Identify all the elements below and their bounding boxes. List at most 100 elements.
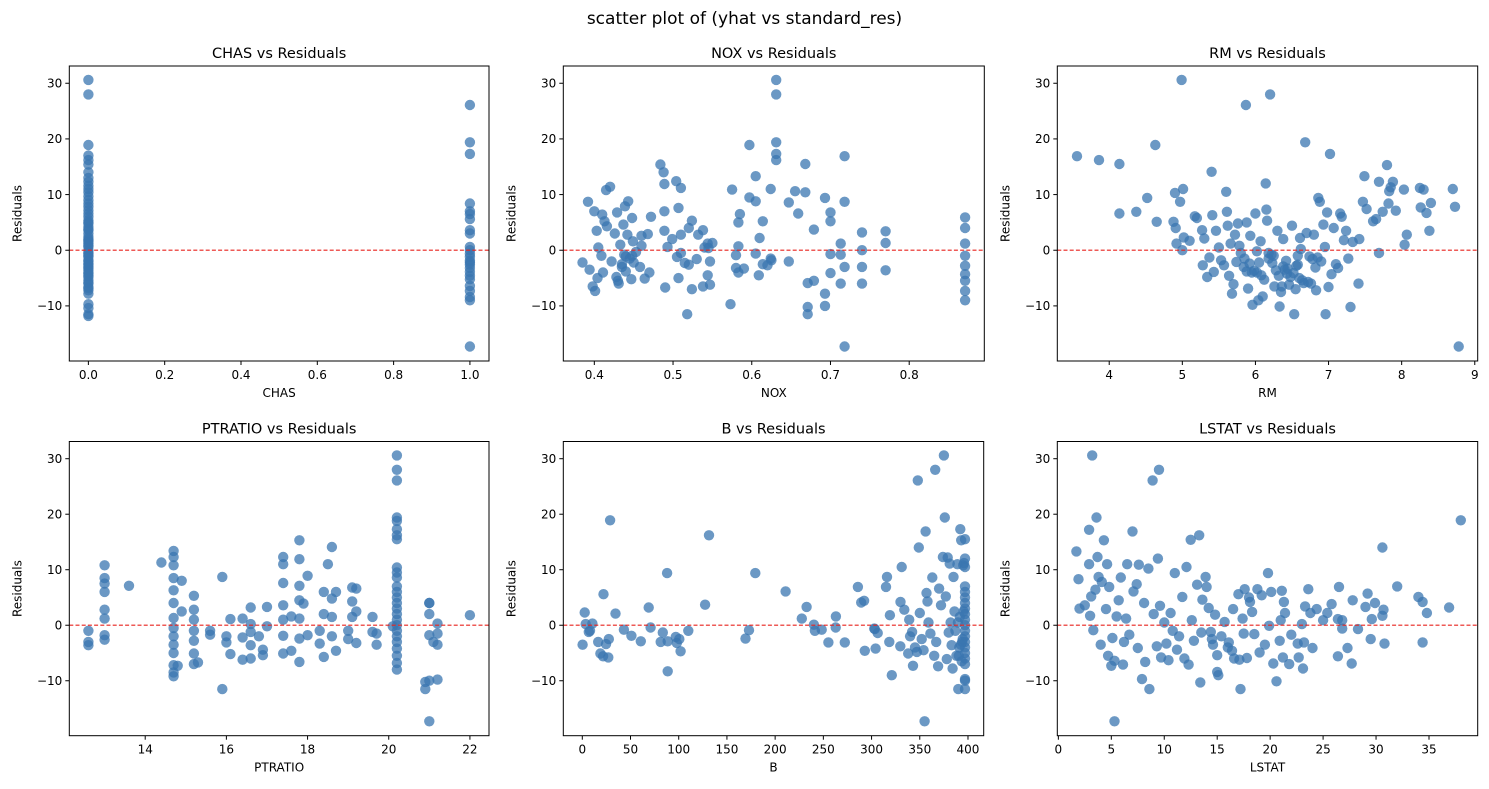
data-point: [1088, 625, 1099, 636]
data-point: [1261, 215, 1273, 226]
data-point: [1100, 603, 1112, 615]
subplot-title: RM vs Residuals: [1209, 46, 1326, 62]
data-point: [221, 637, 232, 648]
data-point: [1319, 241, 1331, 253]
data-point: [1114, 158, 1125, 170]
subplot-chas: CHAS vs Residuals 0.0 0.2 0.4 0.6 0.8 1.0 −10 0 1…: [10, 46, 490, 400]
data-point: [662, 666, 673, 677]
data-point: [1152, 553, 1164, 564]
data-point: [603, 633, 614, 645]
data-point: [83, 625, 94, 636]
data-point: [1219, 616, 1230, 628]
data-point: [682, 309, 693, 320]
data-point: [952, 617, 964, 628]
data-point: [929, 650, 940, 661]
data-point: [1104, 581, 1115, 593]
data-point: [351, 606, 362, 617]
data-point: [699, 599, 711, 610]
data-point: [1169, 187, 1181, 199]
data-point: [1177, 183, 1189, 195]
data-point: [1377, 542, 1388, 553]
data-point: [245, 618, 256, 630]
data-point: [1421, 207, 1432, 219]
x-tick-label: 15: [1210, 743, 1225, 757]
data-point: [1109, 716, 1120, 727]
data-point: [1276, 281, 1288, 292]
data-point: [923, 617, 934, 628]
data-point: [1292, 259, 1304, 270]
data-point: [959, 683, 971, 695]
data-point: [1207, 210, 1218, 221]
data-point: [217, 571, 228, 583]
y-tick-label: 20: [541, 132, 556, 146]
data-point: [1323, 281, 1334, 293]
scatter-points: [1071, 450, 1467, 727]
data-point: [627, 236, 639, 247]
data-point: [1079, 600, 1091, 611]
data-point: [1238, 628, 1249, 639]
x-tick-label: 4: [1105, 368, 1113, 382]
data-point: [1336, 211, 1347, 222]
data-point: [697, 225, 709, 236]
data-point: [257, 650, 269, 661]
y-tick-label: 0: [549, 244, 557, 258]
data-point: [188, 614, 200, 625]
data-point: [391, 515, 403, 527]
scatter-points: [1071, 74, 1464, 352]
data-point: [819, 288, 831, 299]
data-point: [1244, 596, 1256, 608]
x-tick-label: 350: [908, 743, 931, 757]
data-point: [1234, 240, 1245, 251]
data-point: [1296, 618, 1308, 630]
data-point: [1181, 561, 1192, 573]
data-point: [99, 634, 110, 645]
data-point: [922, 596, 933, 607]
data-point: [326, 541, 338, 553]
data-point: [1131, 579, 1142, 590]
data-point: [1455, 515, 1467, 526]
data-point: [884, 636, 895, 648]
data-point: [1159, 617, 1170, 628]
data-point: [1300, 137, 1311, 148]
data-point: [643, 602, 654, 613]
y-tick-label: 30: [1035, 77, 1050, 91]
data-point: [1201, 581, 1212, 593]
data-point: [948, 571, 959, 583]
data-point: [261, 621, 273, 632]
data-point: [645, 622, 656, 633]
data-point: [278, 614, 289, 625]
data-point: [391, 450, 403, 461]
data-point: [464, 228, 476, 239]
data-point: [675, 247, 687, 259]
data-point: [168, 639, 179, 650]
data-point: [582, 196, 594, 207]
data-point: [1084, 610, 1096, 621]
data-point: [420, 683, 431, 695]
data-point: [99, 586, 110, 598]
x-tick-label: 400: [957, 743, 980, 757]
data-point: [699, 242, 710, 253]
data-point: [1370, 213, 1382, 225]
data-point: [959, 295, 971, 306]
data-point: [921, 587, 932, 599]
data-point: [734, 208, 746, 220]
data-point: [1242, 283, 1254, 294]
y-tick-label: 10: [1035, 563, 1050, 577]
data-point: [1273, 270, 1285, 281]
data-point: [675, 229, 687, 240]
data-point: [464, 99, 476, 111]
data-point: [606, 256, 617, 267]
data-point: [1260, 178, 1271, 189]
data-point: [825, 267, 836, 279]
data-point: [1127, 526, 1138, 537]
data-point: [930, 464, 941, 475]
data-point: [391, 464, 403, 475]
data-point: [371, 639, 382, 650]
data-point: [1144, 683, 1155, 695]
data-point: [955, 639, 966, 650]
data-point: [683, 625, 694, 636]
data-point: [839, 151, 850, 162]
data-point: [626, 274, 637, 285]
data-point: [432, 674, 443, 685]
data-point: [940, 591, 951, 602]
